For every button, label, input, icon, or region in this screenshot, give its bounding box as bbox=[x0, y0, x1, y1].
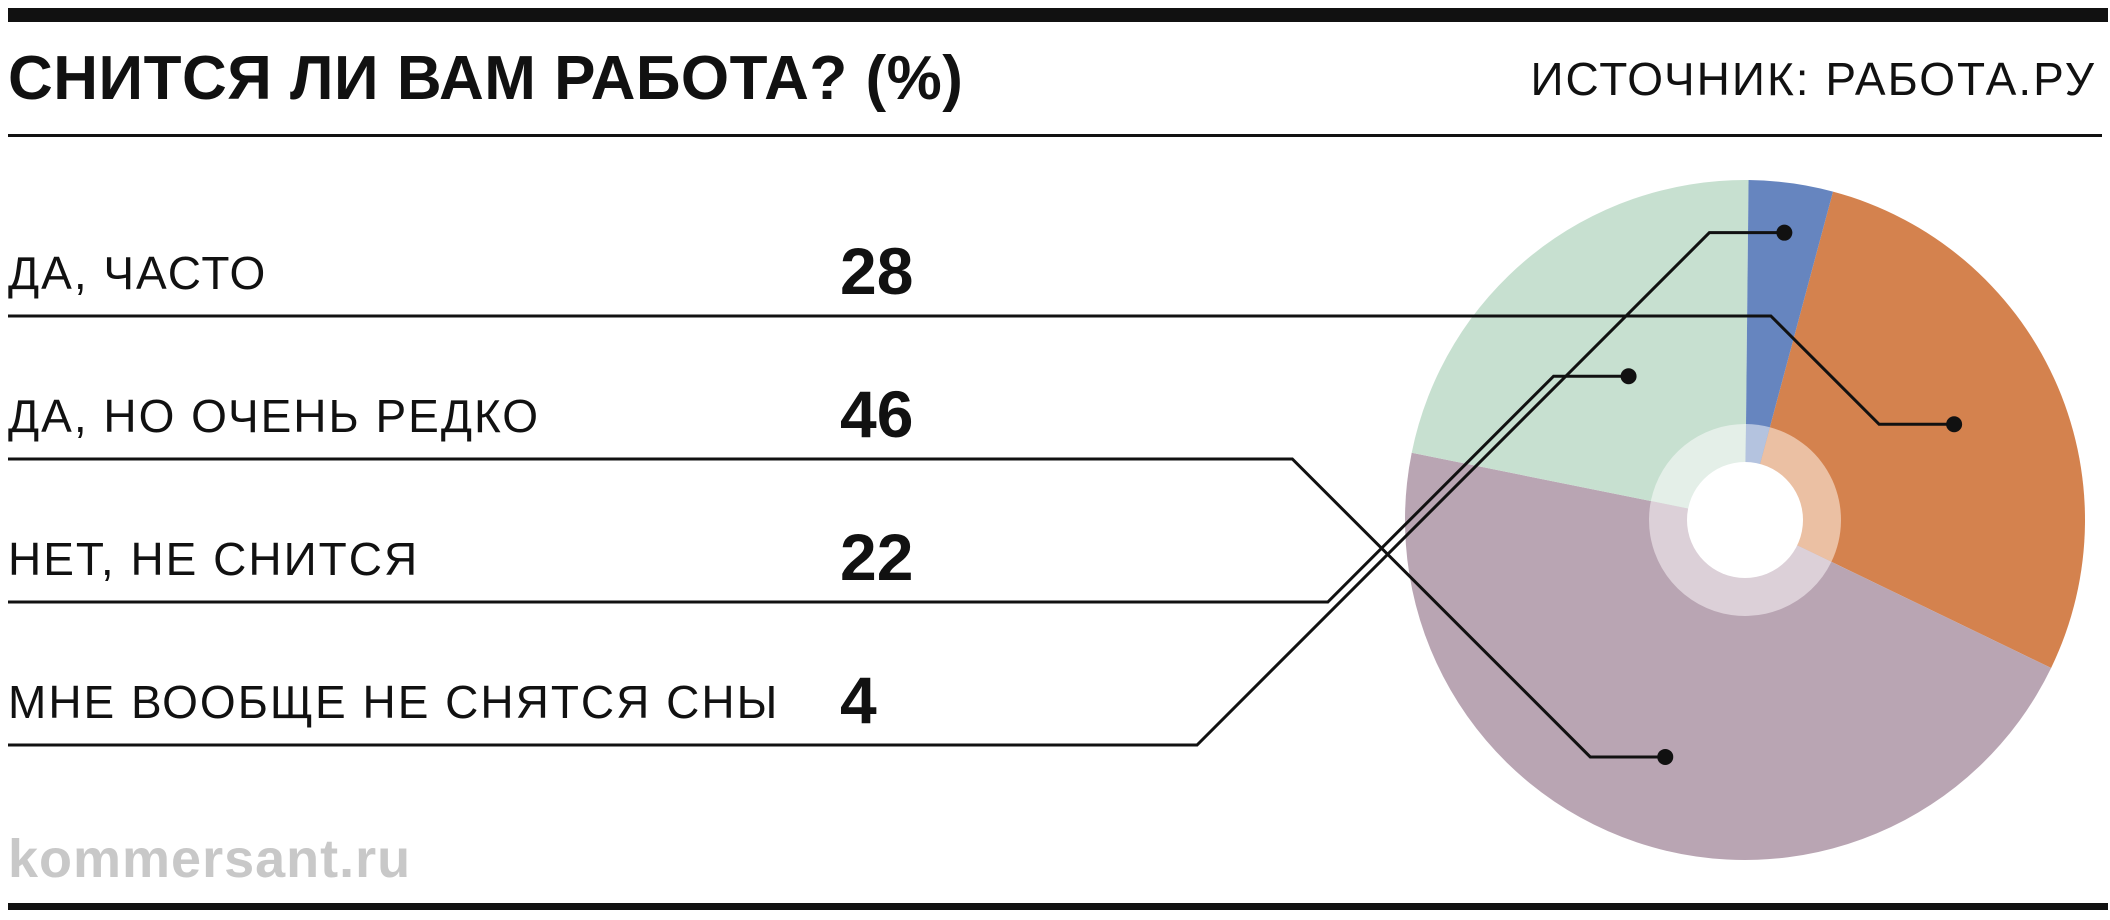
top-rule bbox=[8, 8, 2108, 22]
source-note: ИСТОЧНИК: РАБОТА.РУ bbox=[1530, 53, 2096, 105]
pie-hole bbox=[1687, 462, 1803, 578]
category-label-rarely: ДА, НО ОЧЕНЬ РЕДКО bbox=[8, 390, 541, 442]
leader-lines bbox=[8, 224, 1963, 765]
chart-title: СНИТСЯ ЛИ ВАМ РАБОТА? (%) bbox=[8, 44, 964, 113]
category-label-often: ДА, ЧАСТО bbox=[8, 247, 268, 299]
pie-slice-rarely bbox=[1405, 452, 2052, 861]
leader-dot-no-dreams bbox=[1776, 224, 1793, 241]
category-label-no-dreams: МНЕ ВООБЩЕ НЕ СНЯТСЯ СНЫ bbox=[8, 676, 780, 728]
leader-line-never bbox=[8, 374, 1629, 604]
category-label-never: НЕТ, НЕ СНИТСЯ bbox=[8, 533, 420, 585]
leader-line-often bbox=[8, 314, 1955, 426]
leader-line-rarely bbox=[8, 457, 1666, 759]
leader-dot-never bbox=[1620, 368, 1637, 385]
value-label-often: 28 bbox=[840, 234, 914, 308]
leader-dot-rarely bbox=[1657, 748, 1674, 765]
kommersant-logo: kommersant.ru bbox=[8, 829, 412, 889]
value-label-no-dreams: 4 bbox=[840, 663, 877, 737]
leader-line-no-dreams bbox=[8, 231, 1785, 747]
header-rule bbox=[8, 134, 2102, 137]
bottom-rule bbox=[8, 903, 2108, 910]
value-label-rarely: 46 bbox=[840, 377, 914, 451]
value-label-never: 22 bbox=[840, 520, 914, 594]
leader-dot-often bbox=[1946, 416, 1963, 433]
